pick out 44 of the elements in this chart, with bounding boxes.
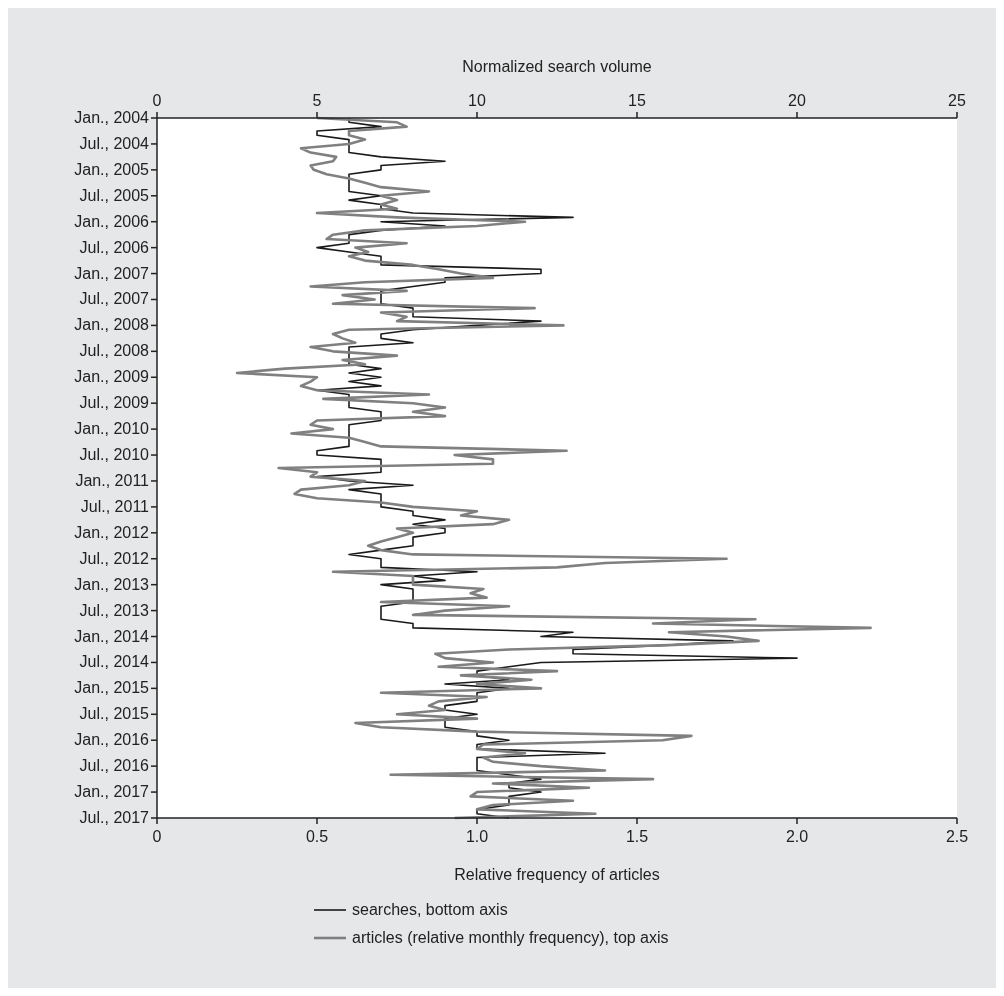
y-tick-label: Jan., 2010 xyxy=(74,420,150,438)
y-tick-label: Jul., 2006 xyxy=(79,238,150,256)
y-tick-label: Jan., 2007 xyxy=(74,264,150,282)
x2-tick-label: 10 xyxy=(468,92,486,109)
y-tick-label: Jul., 2013 xyxy=(79,601,150,619)
y-tick-label: Jul., 2005 xyxy=(79,186,150,204)
y-tick-label: Jan., 2011 xyxy=(75,471,150,489)
y-tick-label: Jul., 2009 xyxy=(79,394,150,412)
x2-tick-label: 25 xyxy=(948,92,966,109)
x-tick-label: 0 xyxy=(152,828,162,845)
x-tick-label: 0.5 xyxy=(305,828,329,845)
y-tick-label: Jan., 2014 xyxy=(74,627,150,645)
x-tick-label: 1.0 xyxy=(465,828,489,845)
y-tick-label: Jul., 2017 xyxy=(79,809,150,826)
x2-tick-label: 5 xyxy=(312,92,322,109)
y-tick-label: Jan., 2017 xyxy=(74,783,150,801)
y-tick-label: Jan., 2013 xyxy=(74,575,150,593)
y-tick-label: Jan., 2015 xyxy=(74,679,150,697)
y-tick-label: Jul., 2016 xyxy=(79,757,150,775)
x2-axis-title: Normalized search volume xyxy=(462,58,652,75)
x2-tick-label: 0 xyxy=(152,92,162,109)
x-tick-label: 2.5 xyxy=(945,828,969,845)
legend-label: searches, bottom axis xyxy=(352,901,508,918)
y-tick-label: Jan., 2004 xyxy=(74,109,150,126)
y-tick-label: Jan., 2005 xyxy=(74,160,150,178)
y-tick-label: Jul., 2015 xyxy=(79,705,150,723)
y-tick-label: Jul., 2012 xyxy=(79,549,150,567)
y-tick-label: Jul., 2011 xyxy=(80,497,150,515)
y-tick-label: Jul., 2014 xyxy=(79,653,150,671)
x-tick-label: 1.5 xyxy=(625,828,649,845)
y-tick-label: Jul., 2004 xyxy=(79,134,150,152)
y-tick-label: Jan., 2006 xyxy=(74,212,150,230)
y-tick-label: Jul., 2010 xyxy=(79,446,150,464)
legend-label: articles (relative monthly frequency), top axis xyxy=(352,929,669,946)
y-tick-label: Jan., 2008 xyxy=(74,316,150,334)
x2-tick-label: 15 xyxy=(628,92,646,109)
y-tick-label: Jan., 2009 xyxy=(74,368,150,386)
x-tick-label: 2.0 xyxy=(785,828,809,845)
y-tick-label: Jul., 2007 xyxy=(79,290,150,308)
y-tick-label: Jul., 2008 xyxy=(79,342,150,360)
x-axis-title: Relative frequency of articles xyxy=(454,866,660,883)
x2-tick-label: 20 xyxy=(788,92,806,109)
y-tick-label: Jan., 2012 xyxy=(74,523,150,541)
y-tick-label: Jan., 2016 xyxy=(74,731,150,749)
